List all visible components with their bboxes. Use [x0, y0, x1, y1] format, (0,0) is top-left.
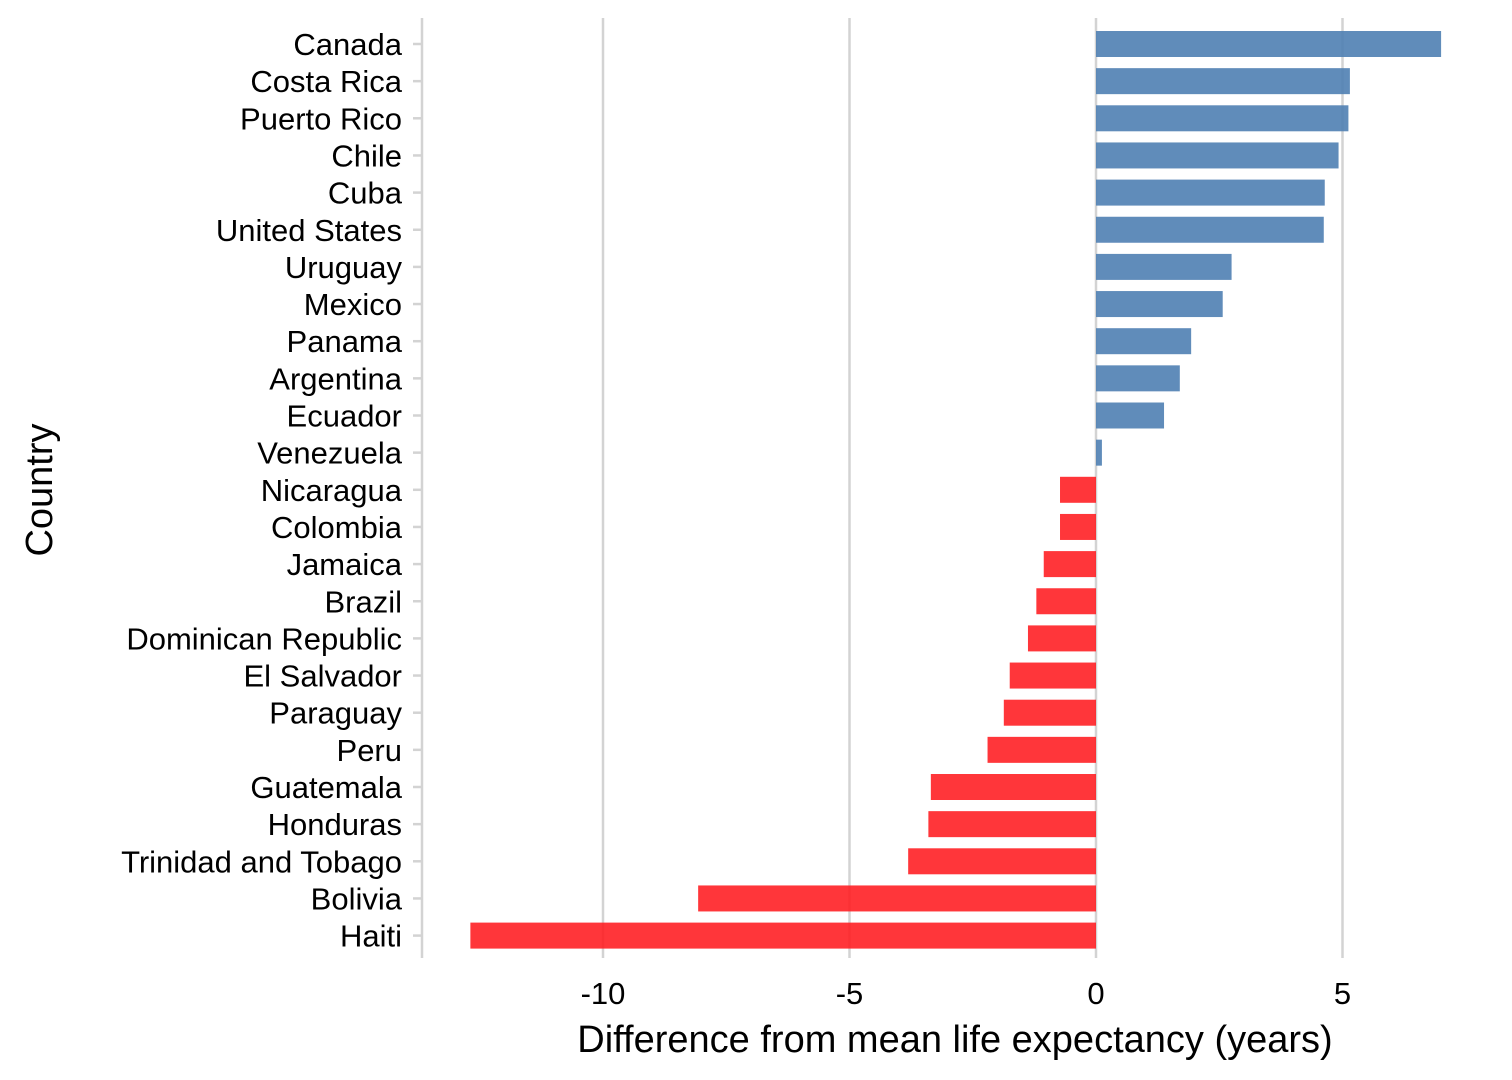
- bar-haiti: [470, 922, 1096, 949]
- x-tick-label: 0: [1087, 976, 1104, 1011]
- y-tick-label: Ecuador: [287, 399, 402, 434]
- bar-cuba: [1096, 179, 1325, 206]
- y-tick-label: Dominican Republic: [126, 621, 402, 656]
- bar-brazil: [1036, 588, 1096, 615]
- bar-costa-rica: [1096, 68, 1350, 95]
- y-tick-label: United States: [216, 213, 402, 248]
- bars: [470, 31, 1442, 949]
- y-tick-label: El Salvador: [243, 659, 402, 694]
- bar-canada: [1096, 31, 1442, 57]
- bar-united-states: [1096, 216, 1324, 243]
- y-tick-label: Mexico: [304, 287, 402, 322]
- bar-bolivia: [698, 885, 1096, 912]
- bar-dominican-republic: [1027, 625, 1096, 652]
- y-tick-label: Canada: [293, 27, 402, 62]
- y-tick-label: Cuba: [328, 176, 403, 211]
- y-tick-label: Venezuela: [257, 436, 403, 471]
- y-tick-label: Paraguay: [269, 696, 402, 731]
- bar-paraguay: [1003, 699, 1096, 726]
- bar-peru: [987, 736, 1096, 763]
- y-tick-label: Chile: [331, 138, 402, 173]
- bar-ecuador: [1096, 402, 1165, 429]
- y-tick-label: Panama: [287, 324, 403, 359]
- y-tick-label: Argentina: [269, 361, 402, 396]
- x-tick-label: 5: [1334, 976, 1351, 1011]
- y-tick-label: Puerto Rico: [240, 101, 402, 136]
- y-tick-label: Honduras: [268, 807, 402, 842]
- bar-chile: [1096, 142, 1339, 169]
- y-axis-title: Country: [19, 423, 61, 556]
- y-tick-label: Jamaica: [287, 547, 403, 582]
- bar-puerto-rico: [1096, 105, 1349, 132]
- y-tick-label: Brazil: [324, 584, 402, 619]
- y-tick-label: Uruguay: [285, 250, 403, 285]
- bar-colombia: [1060, 513, 1096, 540]
- y-tick-label: Nicaragua: [261, 473, 403, 508]
- x-axis-title: Difference from mean life expectancy (ye…: [577, 1019, 1332, 1061]
- y-tick-label: Colombia: [271, 510, 403, 545]
- bar-trinidad-and-tobago: [908, 848, 1096, 875]
- bar-guatemala: [930, 774, 1096, 800]
- y-tick-label: Haiti: [340, 919, 402, 954]
- bar-uruguay: [1096, 253, 1232, 280]
- bar-honduras: [928, 811, 1096, 838]
- bar-jamaica: [1043, 551, 1096, 578]
- bar-el-salvador: [1009, 662, 1096, 689]
- x-tick-labels: -10 -5 0 5: [581, 976, 1352, 1011]
- bar-argentina: [1096, 365, 1180, 392]
- y-tick-label: Peru: [337, 733, 402, 768]
- y-tick-label: Guatemala: [250, 770, 402, 805]
- x-tick-label: -5: [836, 976, 864, 1011]
- y-axis: [413, 18, 424, 958]
- y-tick-label: Bolivia: [311, 881, 403, 916]
- y-tick-label: Trinidad and Tobago: [121, 844, 402, 879]
- x-tick-label: -10: [581, 976, 626, 1011]
- bar-panama: [1096, 328, 1192, 355]
- bar-nicaragua: [1060, 476, 1096, 503]
- bar-venezuela: [1096, 439, 1102, 466]
- y-tick-label: Costa Rica: [250, 64, 402, 99]
- bar-mexico: [1096, 291, 1223, 318]
